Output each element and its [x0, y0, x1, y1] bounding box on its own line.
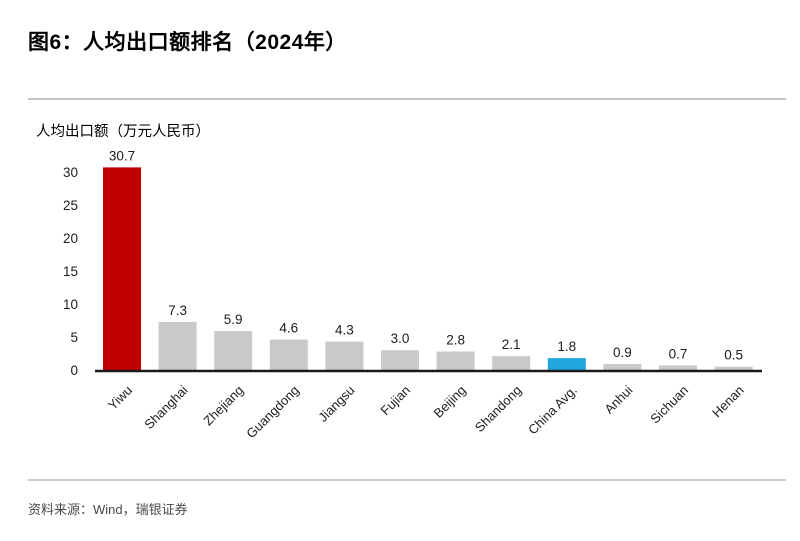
- y-tick-label: 30: [63, 165, 78, 180]
- x-category-label: Beijing: [431, 383, 469, 421]
- bar: [436, 351, 475, 370]
- top-divider: [28, 98, 786, 100]
- x-category-label: Guangdong: [243, 383, 302, 442]
- bar: [269, 339, 308, 370]
- x-category-label: Zhejiang: [200, 383, 246, 429]
- x-category-label: China Avg.: [525, 383, 580, 438]
- bar-value-label: 5.9: [224, 312, 243, 327]
- bar: [103, 167, 141, 370]
- bar: [492, 356, 531, 370]
- bar-value-label: 1.8: [557, 339, 576, 354]
- y-tick-label: 15: [63, 264, 78, 279]
- bar-value-label: 7.3: [168, 303, 187, 318]
- bar: [381, 350, 419, 370]
- y-tick-label: 25: [63, 198, 78, 213]
- bar-value-label: 30.7: [109, 148, 135, 163]
- bar: [158, 321, 197, 370]
- bar-chart: 0 5 10 15 20 25 30 30.7 Yiwu 7.3 Shanghai 5.9 Zhejia…: [0, 105, 800, 490]
- x-category-label: Yiwu: [105, 383, 135, 413]
- bar: [714, 366, 753, 370]
- y-tick-label: 0: [70, 363, 78, 378]
- bar-value-label: 0.9: [613, 345, 632, 360]
- bar-value-label: 3.0: [391, 331, 410, 346]
- bar-value-label: 2.8: [446, 333, 465, 348]
- bar-value-label: 2.1: [502, 337, 521, 352]
- bar: [214, 331, 253, 370]
- y-tick-label: 10: [63, 297, 78, 312]
- bar: [325, 341, 364, 370]
- source-note: 资料来源：Wind，瑞银证券: [28, 502, 188, 517]
- bar-chart-svg: 0 5 10 15 20 25 30 30.7 Yiwu 7.3 Shanghai 5.9 Zhejia…: [63, 148, 762, 442]
- x-category-label: Jiangsu: [315, 383, 357, 425]
- x-category-label: Sichuan: [647, 383, 691, 427]
- bar-value-label: 0.7: [669, 346, 688, 361]
- x-category-label: Anhui: [601, 382, 635, 416]
- chart-axis-title: 人均出口额（万元人民币）: [36, 124, 210, 140]
- bar-value-label: 0.5: [724, 348, 743, 363]
- y-tick-label: 5: [70, 330, 78, 345]
- y-tick-label: 20: [63, 231, 78, 246]
- x-category-label: Fujian: [377, 383, 413, 419]
- bar: [603, 364, 642, 370]
- figure-title: 图6：人均出口额排名（2024年）: [28, 31, 347, 54]
- bar: [659, 365, 697, 370]
- bar-value-label: 4.6: [279, 321, 298, 336]
- x-category-label: Shanghai: [141, 382, 191, 432]
- x-category-label: Henan: [709, 383, 747, 421]
- bottom-divider: [28, 479, 786, 481]
- bar: [547, 358, 586, 370]
- bar-value-label: 4.3: [335, 323, 354, 338]
- x-category-label: Shandong: [472, 383, 525, 436]
